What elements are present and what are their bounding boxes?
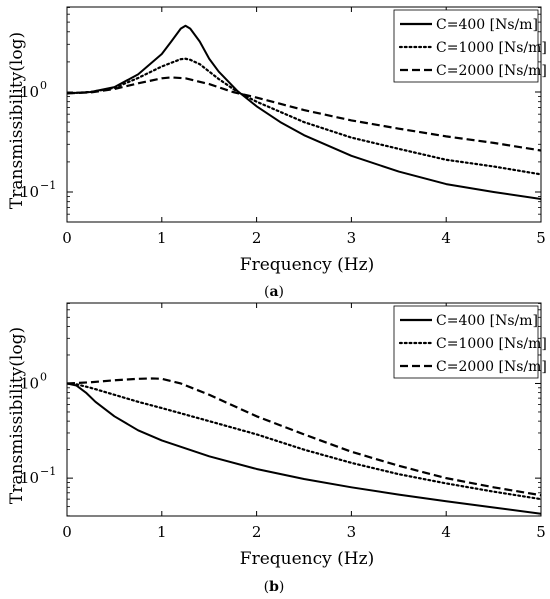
series-line-dashed bbox=[67, 377, 541, 497]
y-tick-label: 10 bbox=[20, 83, 39, 101]
legend-label: C=1000 [Ns/m] bbox=[436, 40, 547, 56]
x-tick-label: 2 bbox=[252, 229, 262, 247]
x-tick-label: 3 bbox=[347, 523, 357, 541]
legend-label: C=400 [Ns/m] bbox=[436, 313, 538, 329]
y-tick-label: 10 bbox=[20, 374, 39, 392]
legend: C=400 [Ns/m] C=1000 [Ns/m] C=2000 [Ns/m] bbox=[393, 305, 547, 379]
y-tick-label-exponent: 0 bbox=[40, 370, 47, 383]
x-tick-label: 1 bbox=[157, 523, 167, 541]
x-tick-label: 0 bbox=[62, 523, 72, 541]
legend: C=400 [Ns/m] C=1000 [Ns/m] C=2000 [Ns/m] bbox=[393, 9, 547, 83]
x-tick-label: 4 bbox=[441, 523, 451, 541]
y-tick-label: 10 bbox=[20, 469, 39, 487]
series-line-dotted bbox=[67, 57, 541, 176]
legend-label: C=1000 [Ns/m] bbox=[436, 336, 547, 352]
plot-frame bbox=[66, 302, 542, 517]
x-tick-label: 3 bbox=[347, 229, 357, 247]
x-tick-label: 2 bbox=[252, 523, 262, 541]
x-tick-label: 1 bbox=[157, 229, 167, 247]
panel-caption: (a) bbox=[264, 284, 284, 300]
series-line-dotted bbox=[67, 382, 541, 501]
x-tick-label: 0 bbox=[62, 229, 72, 247]
legend-label: C=2000 [Ns/m] bbox=[436, 359, 547, 375]
panel-caption: (b) bbox=[264, 579, 285, 595]
y-axis-title: Transmissibility(log) bbox=[7, 327, 27, 504]
y-tick-label-exponent: −1 bbox=[40, 465, 56, 478]
x-axis-title: Frequency (Hz) bbox=[240, 255, 374, 275]
series-line-solid bbox=[67, 382, 541, 515]
legend-label: C=400 [Ns/m] bbox=[436, 17, 538, 33]
legend-label: C=2000 [Ns/m] bbox=[436, 63, 547, 79]
y-tick-label-exponent: 0 bbox=[40, 79, 47, 92]
x-axis-title: Frequency (Hz) bbox=[240, 549, 374, 569]
series-line-solid bbox=[67, 24, 541, 201]
x-tick-label: 4 bbox=[441, 229, 451, 247]
y-axis-title: Transmissibility(log) bbox=[7, 32, 27, 209]
series-line-dashed bbox=[67, 76, 541, 152]
x-tick-label: 5 bbox=[536, 229, 546, 247]
x-tick-label: 5 bbox=[536, 523, 546, 541]
y-tick-label: 10 bbox=[20, 183, 39, 201]
legend-box bbox=[393, 305, 539, 379]
y-tick-label-exponent: −1 bbox=[40, 179, 56, 192]
